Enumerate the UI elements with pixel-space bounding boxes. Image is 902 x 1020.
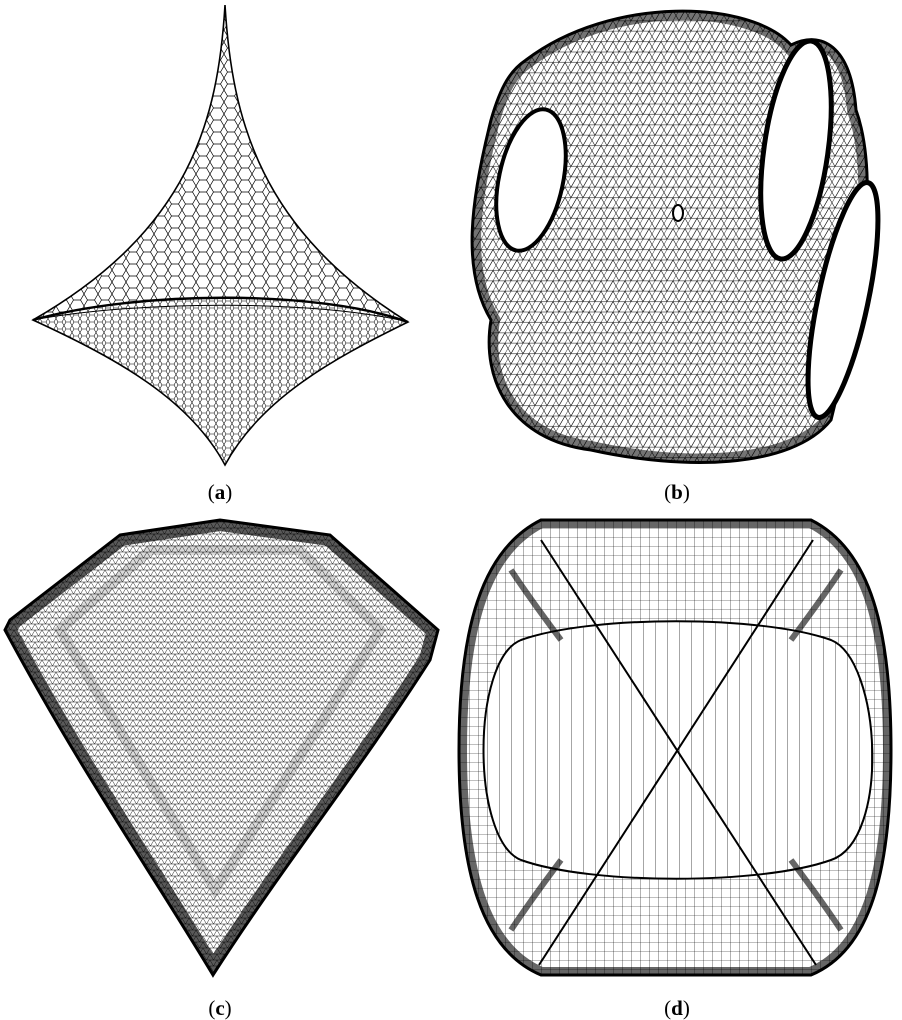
- mesh-b-figure: [470, 9, 881, 464]
- caption-d-letter: d: [671, 996, 683, 1020]
- panel-b: [451, 0, 902, 480]
- panel-d: [451, 510, 902, 990]
- caption-a-letter: a: [214, 480, 226, 504]
- panel-c: [0, 510, 451, 990]
- caption-a: (a): [207, 480, 233, 504]
- caption-c: (c): [208, 996, 232, 1020]
- mesh-d-figure: [457, 518, 893, 977]
- caption-b: (b): [664, 480, 690, 504]
- caption-d: (d): [664, 996, 690, 1020]
- caption-c-letter: c: [215, 996, 225, 1020]
- caption-b-letter: b: [671, 480, 683, 504]
- mesh-a-figure: [31, 4, 410, 467]
- panel-a: [0, 0, 451, 480]
- mesh-c-figure: [3, 518, 440, 978]
